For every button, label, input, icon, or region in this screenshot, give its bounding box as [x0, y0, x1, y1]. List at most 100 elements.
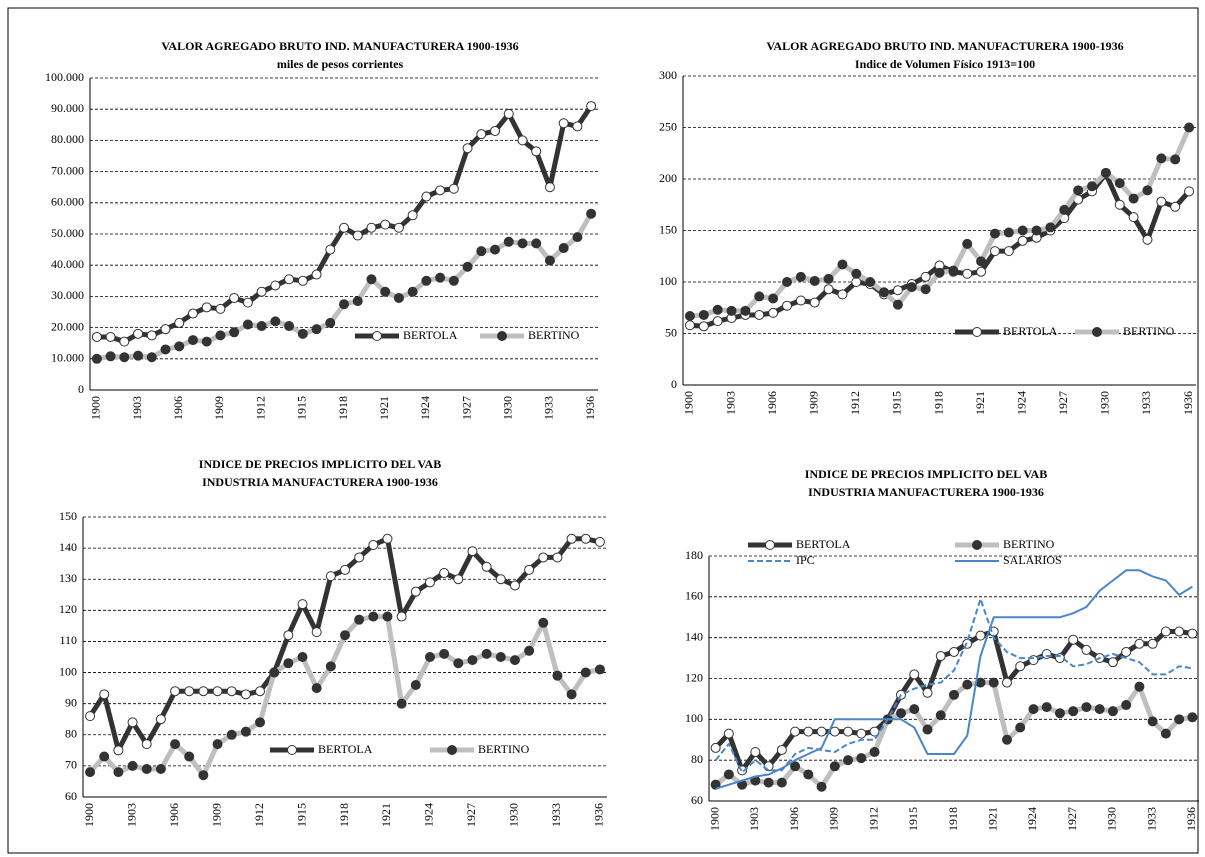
data-point	[170, 739, 181, 750]
data-point	[1187, 628, 1198, 639]
data-point	[517, 135, 528, 146]
data-point	[269, 667, 280, 678]
data-point	[448, 275, 459, 286]
y-tick-label: 50	[665, 325, 677, 339]
data-point	[187, 308, 198, 319]
data-point	[1134, 681, 1145, 692]
data-point	[201, 336, 212, 347]
data-point	[133, 328, 144, 339]
x-tick-label: 1924	[418, 396, 432, 420]
x-tick-label: 1921	[973, 391, 987, 415]
x-tick-label: 1927	[459, 396, 473, 420]
data-point	[1031, 225, 1042, 236]
data-point	[91, 353, 102, 364]
data-point	[284, 321, 295, 332]
x-tick-label: 1921	[377, 396, 391, 420]
data-point	[99, 751, 110, 762]
data-point	[1107, 706, 1118, 717]
data-point	[869, 747, 880, 757]
data-point	[566, 689, 577, 700]
data-point	[325, 244, 336, 255]
data-point	[684, 310, 695, 321]
data-point	[909, 704, 920, 715]
x-tick-label: 1912	[848, 391, 862, 415]
data-point	[949, 689, 959, 700]
data-point	[1160, 626, 1171, 637]
y-tick-label: 80	[691, 752, 703, 766]
x-tick-label: 1909	[209, 803, 223, 827]
x-tick-label: 1906	[171, 396, 185, 420]
data-point	[843, 726, 854, 737]
x-tick-label: 1933	[542, 396, 556, 420]
legend-marker	[372, 331, 382, 341]
data-point	[989, 228, 1000, 239]
data-point	[141, 764, 152, 774]
data-point	[776, 744, 787, 755]
legend-marker	[287, 745, 297, 755]
data-point	[297, 328, 308, 339]
data-point	[1174, 626, 1185, 637]
x-tick-label: 1903	[130, 396, 144, 420]
data-point	[435, 185, 446, 196]
x-tick-label: 1918	[931, 391, 945, 415]
x-tick-label: 1906	[765, 391, 779, 415]
legend-label: BERTOLA	[318, 742, 373, 756]
data-point	[407, 286, 418, 297]
data-point	[215, 330, 226, 341]
data-point	[85, 767, 96, 778]
data-point	[439, 648, 450, 659]
data-point	[424, 577, 435, 588]
x-tick-label: 1927	[464, 803, 478, 827]
data-point	[133, 350, 144, 361]
data-point	[790, 761, 801, 772]
x-tick-label: 1933	[1144, 807, 1158, 831]
x-tick-label: 1900	[89, 396, 103, 420]
data-point	[1184, 186, 1195, 197]
data-point	[823, 273, 834, 284]
x-tick-label: 1906	[787, 807, 801, 831]
data-point	[407, 210, 418, 221]
data-point	[823, 284, 834, 295]
data-point	[311, 627, 322, 638]
data-point	[922, 724, 933, 735]
data-point	[435, 272, 446, 283]
y-tick-label: 90.000	[51, 101, 84, 115]
data-point	[1003, 227, 1014, 238]
y-tick-label: 200	[659, 171, 677, 185]
data-point	[935, 651, 946, 662]
data-point	[803, 726, 814, 737]
data-point	[212, 686, 223, 697]
data-point	[410, 680, 421, 690]
y-tick-label: 140	[59, 540, 77, 554]
data-point	[1160, 728, 1171, 739]
data-point	[803, 769, 814, 780]
data-point	[1184, 122, 1195, 133]
data-point	[325, 661, 336, 672]
data-point	[226, 729, 237, 740]
data-point	[988, 677, 999, 688]
data-point	[989, 246, 1000, 257]
y-tick-label: 100.000	[45, 70, 84, 84]
data-point	[1045, 222, 1056, 233]
legend-marker	[497, 331, 507, 341]
x-tick-label: 1912	[866, 807, 880, 831]
data-point	[467, 546, 478, 557]
data-point	[311, 683, 322, 694]
x-tick-label: 1921	[379, 803, 393, 827]
data-point	[922, 687, 933, 698]
data-point	[382, 533, 393, 544]
y-tick-label: 150	[59, 509, 77, 523]
x-tick-label: 1927	[1065, 807, 1079, 831]
legend-marker	[765, 540, 775, 550]
data-point	[920, 284, 931, 295]
data-point	[594, 536, 605, 547]
data-point	[975, 630, 986, 641]
legend-label: SALARIOS	[1003, 553, 1062, 567]
data-point	[1114, 178, 1125, 189]
data-point	[325, 317, 336, 328]
data-point	[105, 351, 116, 362]
data-point	[105, 331, 116, 342]
chart-title: INDICE DE PRECIOS IMPLICITO DEL VAB	[199, 457, 441, 471]
data-point	[1174, 714, 1185, 725]
data-point	[892, 285, 903, 296]
